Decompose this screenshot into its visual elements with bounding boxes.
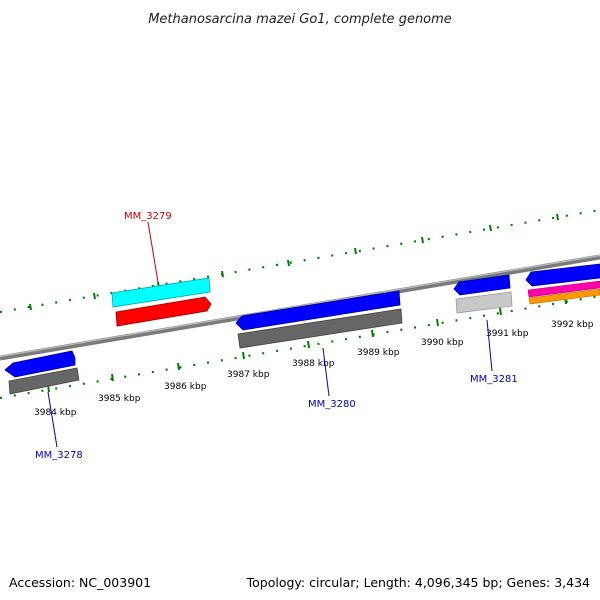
gene-mm-3279[interactable] <box>111 277 212 327</box>
feature-bar-cyan[interactable] <box>111 277 211 308</box>
ruler-label-3988: 3988 kbp <box>292 359 335 369</box>
cds-arrow-blue[interactable] <box>453 274 511 296</box>
leader-line-mm-3278 <box>47 391 58 448</box>
ruler-label-3992: 3992 kbp <box>551 320 594 330</box>
gene-mm-3280[interactable] <box>235 290 403 349</box>
gene-label-mm-3281[interactable]: MM_3281 <box>470 374 518 385</box>
gene-mm-3281[interactable] <box>453 274 513 314</box>
ruler-label-3984: 3984 kbp <box>34 408 77 418</box>
gene-right-edge[interactable] <box>525 263 600 305</box>
ruler-label-3987: 3987 kbp <box>227 370 270 380</box>
feature-bar-magenta[interactable] <box>527 280 600 298</box>
ruler-label-3991: 3991 kbp <box>486 329 529 339</box>
gene-label-mm-3278[interactable]: MM_3278 <box>35 450 83 461</box>
cds-arrow-blue[interactable] <box>4 350 76 378</box>
cds-arrow-blue[interactable] <box>235 290 401 331</box>
genome-summary-text: Topology: circular; Length: 4,096,345 bp… <box>246 575 590 590</box>
upper-ruler-major-ticks <box>29 213 559 311</box>
cds-arrow-red[interactable] <box>115 296 212 327</box>
leader-line-mm-3281 <box>486 319 493 372</box>
leader-line-mm-3279 <box>147 221 159 283</box>
leader-line-mm-3280 <box>322 347 330 397</box>
gene-bar-grey[interactable] <box>237 308 403 349</box>
backbone-highlight <box>0 254 600 358</box>
ruler-label-3986: 3986 kbp <box>164 382 207 392</box>
gene-bar-grey[interactable] <box>8 367 80 395</box>
feature-bar-orange[interactable] <box>528 288 600 305</box>
gene-label-mm-3280[interactable]: MM_3280 <box>308 399 356 410</box>
ruler-label-3989: 3989 kbp <box>357 348 400 358</box>
map-title: Methanosarcina mazei Go1, complete genom… <box>148 12 452 27</box>
cds-arrow-blue[interactable] <box>525 263 600 287</box>
ruler-label-3985: 3985 kbp <box>98 394 141 404</box>
feature-bar-light-grey[interactable] <box>455 291 513 314</box>
accession-text: Accession: NC_003901 <box>9 575 151 590</box>
gene-label-mm-3279[interactable]: MM_3279 <box>124 211 172 222</box>
ruler-label-3990: 3990 kbp <box>421 338 464 348</box>
gene-mm-3278[interactable] <box>4 350 80 395</box>
